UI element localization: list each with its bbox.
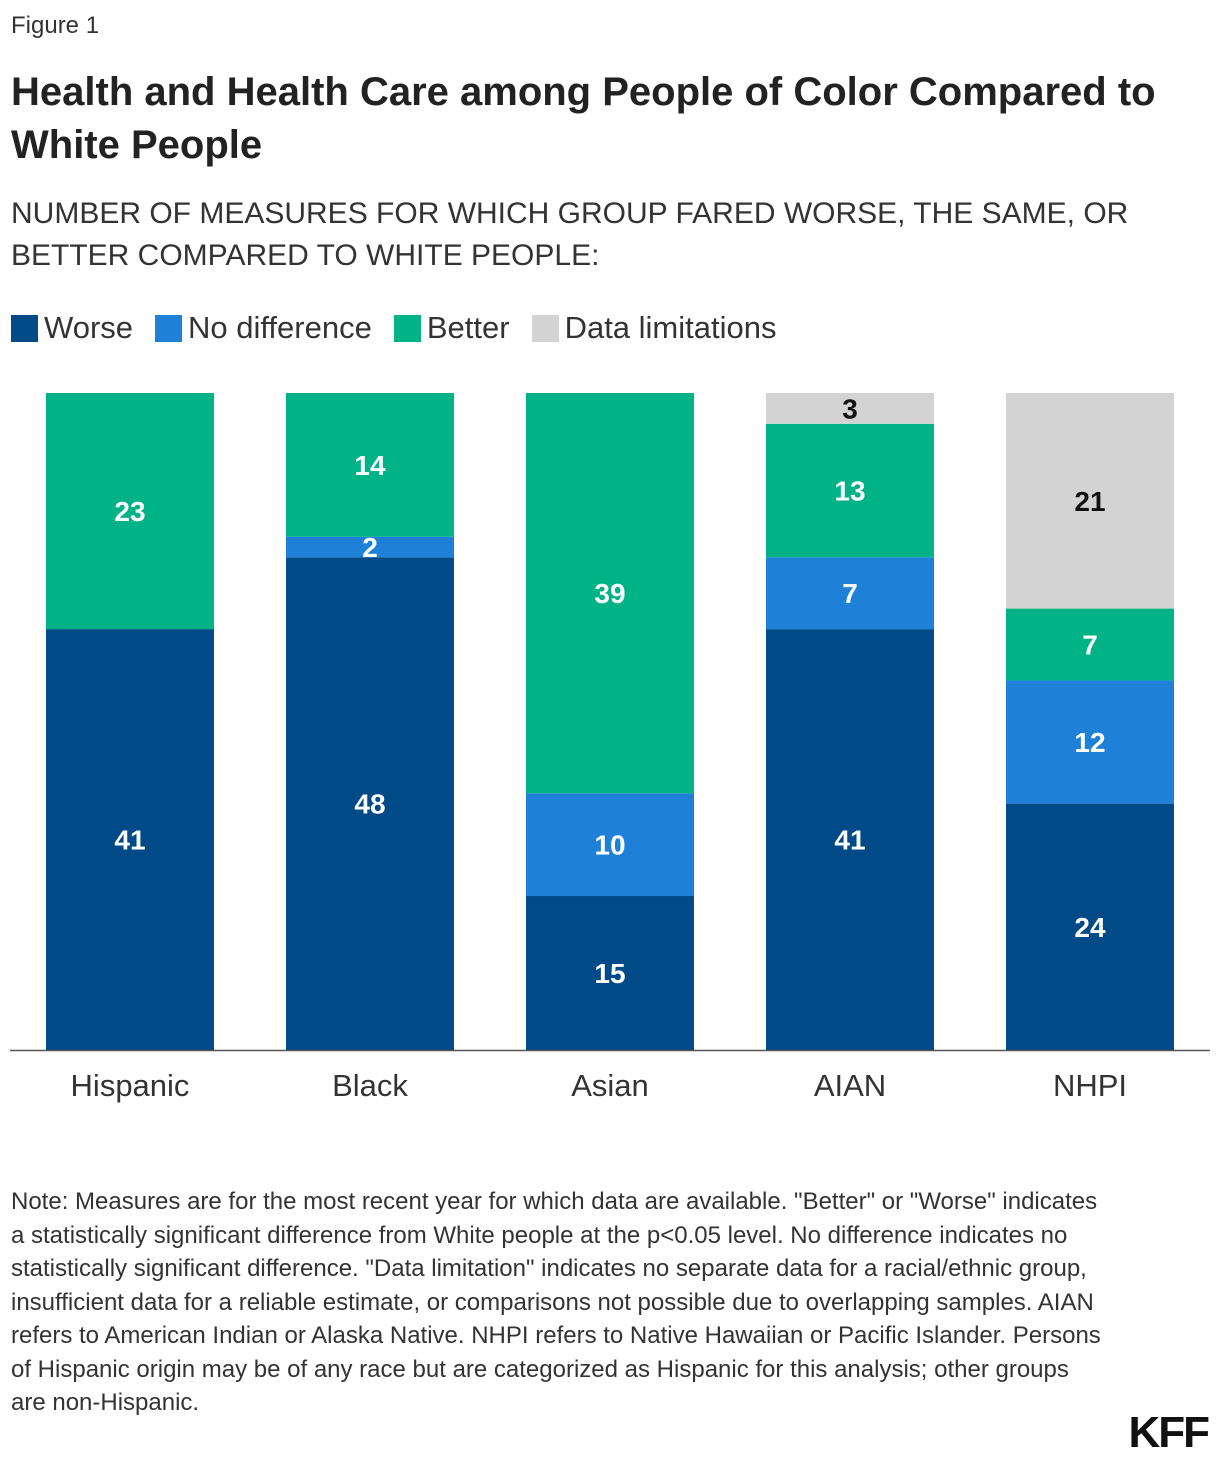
x-tick-label: Black	[332, 1068, 408, 1103]
bar-segment-better	[526, 393, 694, 794]
data-label: 10	[594, 830, 625, 861]
bar-segment-better	[46, 393, 214, 630]
bar-segment-no-difference	[286, 536, 454, 558]
legend-swatch	[11, 314, 38, 342]
legend-swatch	[393, 314, 421, 342]
legend-item-no-difference: No difference	[155, 310, 372, 346]
bar-segment-worse	[766, 629, 934, 1050]
data-label: 7	[1082, 630, 1098, 661]
legend-label: Better	[426, 310, 510, 345]
bar-segment-data-limitations	[766, 393, 934, 424]
legend-swatch	[531, 314, 559, 342]
data-label: 12	[1074, 727, 1105, 758]
bar-segment-better	[286, 393, 454, 537]
x-tick-label: Asian	[571, 1068, 649, 1103]
legend-label: Data limitations	[564, 310, 777, 345]
data-label: 15	[594, 958, 625, 989]
x-tick-label: Hispanic	[71, 1068, 190, 1103]
chart-title: Health and Health Care among People of C…	[11, 70, 1156, 167]
bar-segment-worse	[1006, 803, 1174, 1050]
chart-note: Note: Measures are for the most recent y…	[11, 1188, 1101, 1416]
bar-segment-worse	[286, 557, 454, 1050]
data-label: 23	[114, 496, 145, 527]
data-label: 24	[1074, 912, 1106, 943]
data-label: 41	[114, 825, 145, 856]
data-label: 39	[594, 578, 625, 609]
data-label: 3	[842, 393, 858, 424]
bar-segment-data-limitations	[1006, 393, 1174, 609]
bar-segment-no-difference	[1006, 680, 1174, 804]
figure-label: Figure 1	[11, 12, 100, 39]
legend-label: No difference	[188, 310, 372, 345]
stacked-bar-chart: 41 23 Hispanic 48 2 14 Black 15 10 39 Asian 41 7 13 3 A…	[10, 393, 1210, 1103]
data-label: 2	[362, 532, 378, 563]
legend-item-worse: Worse	[11, 310, 133, 346]
bar-segment-worse	[526, 896, 694, 1050]
data-label: 21	[1074, 486, 1105, 517]
data-label: 14	[354, 450, 386, 481]
bar-segment-better	[1006, 608, 1174, 681]
bar-segment-no-difference	[526, 793, 694, 897]
legend-item-data-limitations: Data limitations	[531, 310, 777, 346]
data-label: 48	[354, 789, 385, 820]
legend-label: Worse	[44, 310, 134, 345]
kff-logo: KFF	[1128, 1408, 1210, 1457]
x-tick-label: AIAN	[814, 1068, 886, 1103]
legend-swatch	[155, 314, 183, 342]
legend-item-better: Better	[393, 310, 510, 346]
bar-segment-better	[766, 423, 934, 558]
bar-segment-no-difference	[766, 557, 934, 630]
x-tick-label: NHPI	[1053, 1068, 1127, 1103]
bar-segment-worse	[46, 629, 214, 1050]
legend: Worse No difference Better Data limitati…	[11, 310, 776, 346]
data-label: 41	[834, 825, 865, 856]
data-label: 13	[834, 476, 865, 507]
data-label: 7	[842, 578, 858, 609]
chart-subtitle: NUMBER OF MEASURES FOR WHICH GROUP FARED…	[11, 197, 1129, 272]
